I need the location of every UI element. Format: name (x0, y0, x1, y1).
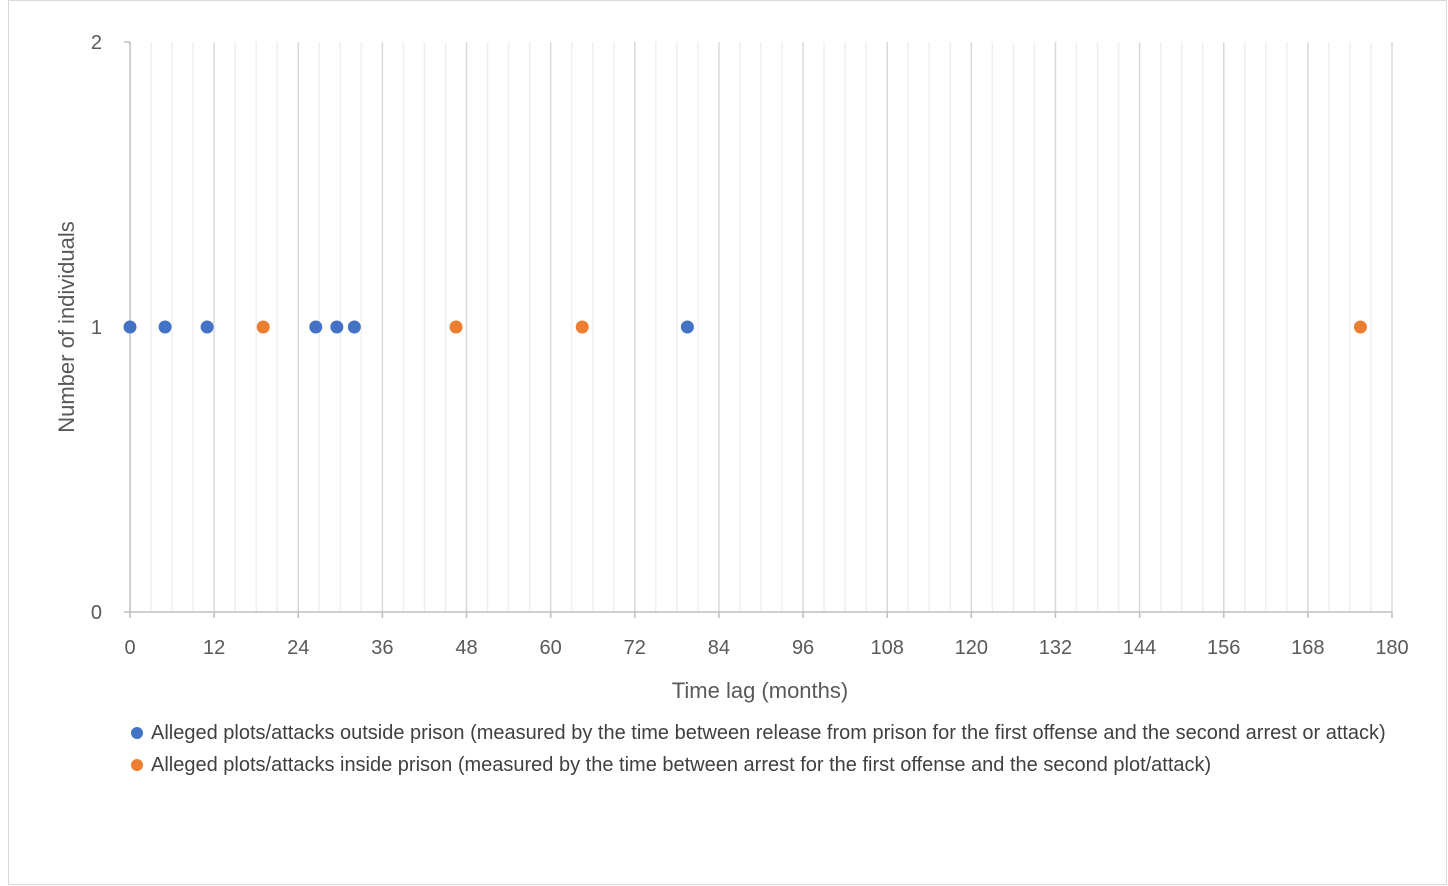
y-tick-labels: 0 1 2 (91, 32, 102, 624)
x-tick-labels: 0 12 24 36 48 60 72 84 96 108 120 132 144 156 168 180 (124, 637, 1408, 659)
point-outside-prison (309, 320, 323, 334)
x-tick-label: 84 (708, 637, 730, 659)
y-axis-label: Number of individuals (54, 221, 79, 433)
legend-item-outside-prison: Alleged plots/attacks outside prison (me… (131, 718, 1401, 748)
x-tick-label: 48 (455, 637, 477, 659)
x-tick-label: 0 (124, 637, 135, 659)
point-outside-prison (347, 320, 361, 334)
point-outside-prison (123, 320, 137, 334)
legend-item-inside-prison: Alleged plots/attacks inside prison (mea… (131, 750, 1401, 780)
x-tick-label: 156 (1207, 637, 1240, 659)
point-inside-prison (575, 320, 589, 334)
y-tick-label: 1 (91, 317, 102, 339)
x-tick-label: 60 (540, 637, 562, 659)
point-inside-prison (1353, 320, 1367, 334)
legend-marker-inside-prison (131, 759, 143, 771)
x-tick-label: 12 (203, 637, 225, 659)
x-tick-label: 24 (287, 637, 309, 659)
x-tick-label: 120 (955, 637, 988, 659)
point-outside-prison (680, 320, 694, 334)
legend-marker-outside-prison (131, 727, 143, 739)
chart-frame (8, 0, 1447, 885)
x-tick-label: 36 (371, 637, 393, 659)
x-axis-label: Time lag (months) (672, 678, 848, 703)
y-tick-label: 2 (91, 32, 102, 54)
x-tick-label: 144 (1123, 637, 1156, 659)
x-tick-label: 72 (624, 637, 646, 659)
point-inside-prison (449, 320, 463, 334)
data-points (123, 320, 1367, 334)
x-tick-label: 108 (871, 637, 904, 659)
point-outside-prison (158, 320, 172, 334)
x-tick-label: 168 (1291, 637, 1324, 659)
x-tick-label: 132 (1039, 637, 1072, 659)
point-inside-prison (256, 320, 270, 334)
legend-label-outside-prison: Alleged plots/attacks outside prison (me… (151, 722, 1386, 744)
point-outside-prison (200, 320, 214, 334)
legend-label-inside-prison: Alleged plots/attacks inside prison (mea… (151, 754, 1212, 776)
x-tick-label: 96 (792, 637, 814, 659)
y-tick-label: 0 (91, 602, 102, 624)
scatter-chart: 0 12 24 36 48 60 72 84 96 108 120 132 144 156 168 180 0… (54, 32, 1409, 703)
x-tick-label: 180 (1375, 637, 1408, 659)
legend: Alleged plots/attacks outside prison (me… (131, 718, 1401, 782)
point-outside-prison (330, 320, 344, 334)
